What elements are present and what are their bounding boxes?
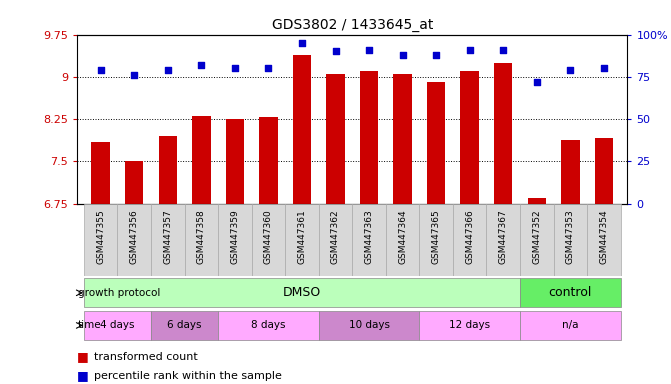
FancyBboxPatch shape (84, 204, 117, 276)
FancyBboxPatch shape (151, 204, 185, 276)
Text: GSM447356: GSM447356 (130, 209, 139, 264)
Text: ■: ■ (77, 350, 93, 363)
Point (129, 72, 140, 78)
Text: GSM447352: GSM447352 (532, 209, 541, 264)
Point (364, 47, 374, 53)
Text: GSM447364: GSM447364 (398, 209, 407, 264)
FancyBboxPatch shape (419, 204, 453, 276)
FancyBboxPatch shape (453, 204, 486, 276)
Text: GSM447367: GSM447367 (499, 209, 508, 264)
Text: 12 days: 12 days (449, 320, 491, 331)
Point (263, 65, 274, 71)
FancyBboxPatch shape (520, 311, 621, 340)
FancyBboxPatch shape (218, 204, 252, 276)
Bar (393, 74, 412, 204)
Point (297, 40, 307, 46)
Text: transformed count: transformed count (94, 351, 198, 362)
Point (498, 47, 509, 53)
FancyBboxPatch shape (587, 204, 621, 276)
Point (95, 67, 106, 73)
Text: GSM447354: GSM447354 (599, 209, 609, 264)
Bar (527, 198, 546, 204)
FancyBboxPatch shape (151, 311, 218, 340)
Text: 8 days: 8 days (251, 320, 286, 331)
Text: GSM447353: GSM447353 (566, 209, 575, 264)
Bar (293, 55, 311, 204)
Point (162, 67, 173, 73)
Bar (225, 119, 244, 204)
Bar (595, 137, 613, 204)
Bar (494, 63, 513, 204)
Point (565, 67, 576, 73)
Text: GSM447362: GSM447362 (331, 209, 340, 264)
Bar (561, 140, 580, 204)
Text: n/a: n/a (562, 320, 578, 331)
FancyBboxPatch shape (252, 204, 285, 276)
Text: 6 days: 6 days (167, 320, 202, 331)
FancyBboxPatch shape (386, 204, 419, 276)
Title: GDS3802 / 1433645_at: GDS3802 / 1433645_at (272, 18, 433, 32)
FancyBboxPatch shape (117, 204, 151, 276)
Bar (91, 142, 110, 204)
Point (531, 79, 542, 85)
Bar (427, 83, 446, 204)
Point (431, 52, 442, 58)
Text: control: control (549, 286, 592, 299)
FancyBboxPatch shape (185, 204, 218, 276)
Text: 4 days: 4 days (100, 320, 135, 331)
Point (599, 65, 609, 71)
Point (464, 47, 475, 53)
Text: GSM447360: GSM447360 (264, 209, 273, 264)
Text: ■: ■ (77, 369, 93, 382)
Text: DMSO: DMSO (282, 286, 321, 299)
Bar (192, 116, 211, 204)
FancyBboxPatch shape (520, 204, 554, 276)
Point (330, 48, 341, 55)
Bar (125, 161, 144, 204)
Text: GSM447365: GSM447365 (431, 209, 441, 264)
Text: GSM447366: GSM447366 (465, 209, 474, 264)
FancyBboxPatch shape (218, 311, 319, 340)
Bar (460, 71, 479, 204)
Text: GSM447355: GSM447355 (96, 209, 105, 264)
Bar (360, 71, 378, 204)
Bar (259, 118, 278, 204)
Text: GSM447359: GSM447359 (230, 209, 240, 264)
Text: percentile rank within the sample: percentile rank within the sample (94, 371, 282, 381)
Text: growth protocol: growth protocol (78, 288, 160, 298)
Text: GSM447357: GSM447357 (163, 209, 172, 264)
Text: GSM447363: GSM447363 (364, 209, 374, 264)
Text: 10 days: 10 days (348, 320, 390, 331)
FancyBboxPatch shape (319, 311, 419, 340)
FancyBboxPatch shape (84, 278, 520, 308)
Text: time: time (78, 320, 101, 331)
Point (229, 65, 240, 71)
FancyBboxPatch shape (352, 204, 386, 276)
FancyBboxPatch shape (285, 204, 319, 276)
Bar (326, 74, 345, 204)
FancyBboxPatch shape (486, 204, 520, 276)
Text: GSM447361: GSM447361 (297, 209, 307, 264)
FancyBboxPatch shape (319, 204, 352, 276)
Point (397, 52, 408, 58)
FancyBboxPatch shape (419, 311, 520, 340)
FancyBboxPatch shape (520, 278, 621, 308)
Text: GSM447358: GSM447358 (197, 209, 206, 264)
FancyBboxPatch shape (554, 204, 587, 276)
Point (196, 62, 207, 68)
FancyBboxPatch shape (84, 311, 151, 340)
Bar (158, 136, 177, 204)
